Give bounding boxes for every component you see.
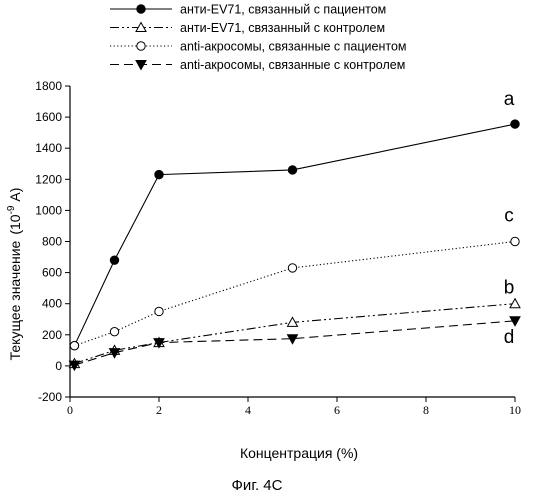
point-c-4 (511, 237, 519, 245)
point-a-2 (155, 170, 163, 178)
point-c-0 (70, 341, 78, 349)
legend-marker-c (137, 42, 145, 50)
point-c-3 (288, 264, 296, 272)
legend-item-a: анти-EV71, связанный с пациентом (110, 3, 386, 17)
series-a (70, 120, 519, 350)
series-label-d: d (504, 327, 515, 348)
series-line-b (74, 304, 515, 364)
y-tick-label-1800: 1800 (35, 79, 62, 93)
y-tick-label-0: 0 (55, 359, 62, 373)
x-tick-label-0: 0 (67, 403, 73, 417)
legend-item-c: anti-акросомы, связанные с пациентом (110, 40, 407, 54)
legend-marker-a (137, 5, 145, 13)
legend-label-a: анти-EV71, связанный с пациентом (180, 3, 386, 17)
x-tick-label-8: 8 (423, 403, 429, 417)
series-label-b: b (504, 278, 515, 299)
point-a-3 (288, 166, 296, 174)
x-tick-label-2: 2 (156, 403, 162, 417)
series-line-c (74, 242, 515, 346)
point-a-4 (511, 120, 519, 128)
y-axis-unit-prefix: (10 (7, 214, 23, 234)
legend-label-c: anti-акросомы, связанные с пациентом (180, 40, 407, 54)
y-tick-label-1600: 1600 (35, 110, 62, 124)
y-tick-label-1000: 1000 (35, 203, 62, 217)
y-tick-label-600: 600 (42, 266, 62, 280)
y-axis-label-main: Текущее значение (7, 240, 23, 360)
x-tick-label-10: 10 (509, 403, 521, 417)
y-tick-label-1200: 1200 (35, 172, 62, 186)
y-tick-label--200: -200 (38, 390, 62, 404)
series-line-d (74, 321, 515, 365)
y-ticks: -200 0 200 400 600 800 1000 1200 1400 1600 1800 (35, 79, 70, 404)
legend-item-d: anti-акросомы, связанные с контролем (110, 58, 405, 72)
point-b-4 (510, 299, 520, 308)
series-c (70, 237, 519, 350)
series-line-a (74, 124, 515, 346)
legend-label-b: анти-EV71, связанный с контролем (180, 21, 385, 35)
y-axis-label: Текущее значение(10-9 А) (6, 188, 23, 361)
y-tick-label-1400: 1400 (35, 141, 62, 155)
series-label-c: c (504, 206, 514, 227)
series-group (69, 120, 520, 370)
series-b (69, 299, 520, 368)
y-tick-label-400: 400 (42, 297, 62, 311)
point-c-1 (110, 327, 118, 335)
x-tick-label-4: 4 (245, 403, 251, 417)
series-label-a: a (504, 89, 515, 110)
y-tick-label-800: 800 (42, 235, 62, 249)
legend: анти-EV71, связанный с пациентом анти-EV7… (110, 3, 407, 73)
point-a-1 (110, 256, 118, 264)
point-c-2 (155, 307, 163, 315)
figure-caption: Фиг. 4С (232, 477, 283, 494)
y-tick-label-200: 200 (42, 328, 62, 342)
y-axis-unit-suffix: А) (7, 188, 23, 206)
legend-item-b: анти-EV71, связанный с контролем (110, 21, 385, 35)
x-axis-label: Концентрация (%) (240, 445, 358, 461)
plot-area: 0 2 4 6 8 10 -200 0 200 400 600 800 1000 1200 1400 160… (35, 79, 521, 417)
legend-label-d: anti-акросомы, связанные с контролем (180, 58, 405, 72)
x-ticks: 0 2 4 6 8 10 (67, 397, 521, 417)
x-tick-label-6: 6 (334, 403, 340, 417)
